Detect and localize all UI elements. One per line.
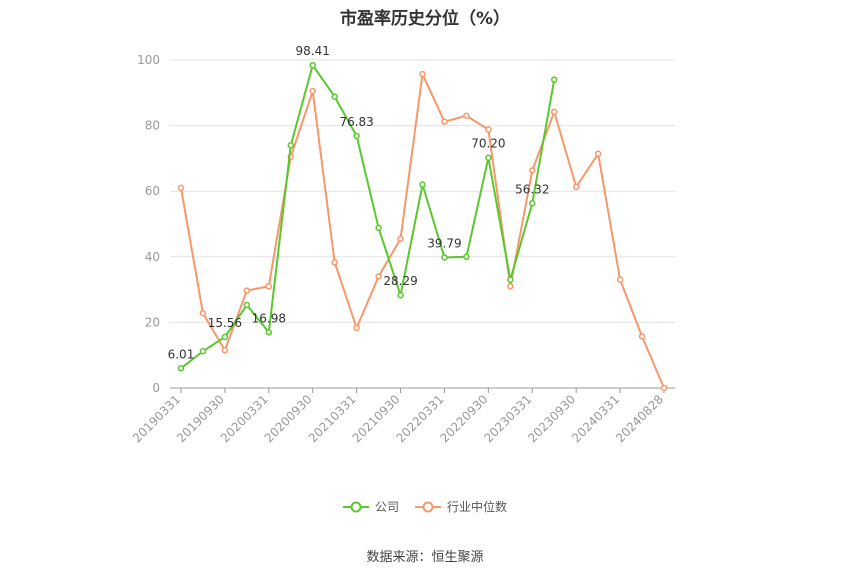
data-point-industry	[419, 70, 426, 78]
legend-label-company: 公司	[374, 500, 399, 514]
chart-title: 市盈率历史分位（%）	[339, 9, 511, 29]
data-point-company	[177, 365, 185, 372]
data-point-company	[529, 200, 536, 207]
data-point-industry	[550, 108, 558, 116]
data-label: 98.41	[296, 44, 330, 58]
data-point-industry	[221, 347, 229, 354]
data-point-industry	[485, 126, 492, 133]
data-label: 16.98	[252, 311, 286, 325]
data-point-industry	[199, 309, 207, 317]
series-line-industry	[179, 70, 665, 389]
data-point-industry	[265, 283, 273, 290]
data-point-company	[463, 253, 470, 261]
data-point-company	[199, 348, 207, 355]
data-point-company	[243, 301, 251, 309]
data-point-company	[507, 276, 514, 284]
legend-item-industry[interactable]: 行业中位数	[415, 498, 507, 515]
data-point-company	[309, 61, 316, 69]
data-label: 76.83	[339, 115, 373, 129]
data-point-industry	[594, 150, 602, 158]
y-tick-label: 0	[152, 381, 160, 395]
legend[interactable]: 公司 行业中位数	[0, 498, 850, 515]
data-label: 56.32	[515, 182, 549, 196]
data-point-industry	[463, 112, 470, 120]
y-tick-label: 20	[145, 315, 160, 329]
data-point-industry	[243, 287, 251, 294]
legend-marker-industry	[415, 501, 441, 512]
data-point-company	[550, 76, 558, 83]
data-point-company	[221, 333, 229, 341]
data-point-company	[485, 154, 492, 161]
x-tick-label: 20240828	[613, 392, 666, 445]
data-point-industry	[353, 324, 360, 332]
data-label: 6.01	[168, 347, 195, 361]
data-point-company	[441, 254, 448, 261]
data-point-industry	[660, 384, 668, 392]
legend-item-company[interactable]: 公司	[342, 498, 399, 515]
y-tick-label: 40	[145, 250, 160, 264]
series-line-company	[180, 62, 556, 370]
legend-label-industry: 行业中位数	[447, 500, 508, 514]
data-point-industry	[638, 333, 646, 340]
data-point-company	[419, 181, 426, 188]
data-point-company	[287, 142, 295, 149]
data-point-industry	[529, 167, 536, 174]
data-point-company	[265, 329, 273, 336]
data-source: 数据来源：恒生聚源	[366, 550, 484, 565]
data-point-industry	[507, 283, 514, 290]
data-point-industry	[309, 87, 316, 95]
data-point-industry	[572, 183, 580, 191]
data-point-company	[331, 93, 338, 100]
data-point-company	[353, 132, 360, 140]
data-point-industry	[616, 276, 624, 284]
data-point-company	[397, 291, 404, 299]
data-label: 70.20	[471, 137, 505, 151]
data-point-industry	[397, 235, 404, 243]
data-point-industry	[177, 184, 185, 192]
line-chart: 0204060801002019033120190930202003312020…	[130, 44, 675, 445]
data-point-industry	[441, 118, 448, 125]
data-point-industry	[375, 273, 382, 280]
y-tick-label: 100	[137, 53, 160, 67]
y-tick-label: 60	[145, 184, 160, 198]
data-point-industry	[331, 259, 338, 266]
data-point-company	[375, 224, 382, 232]
data-label: 15.56	[208, 316, 242, 330]
data-label: 39.79	[427, 236, 461, 250]
y-tick-label: 80	[145, 119, 160, 133]
data-label: 28.29	[383, 274, 417, 288]
legend-marker-company	[342, 501, 369, 512]
